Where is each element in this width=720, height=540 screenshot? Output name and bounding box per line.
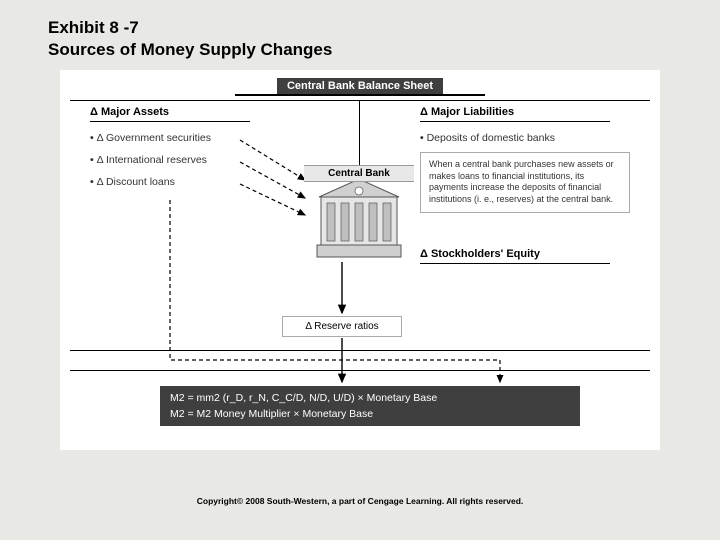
asset-item: Δ International reserves [90,154,290,166]
exhibit-title: Sources of Money Supply Changes [48,40,332,60]
balance-sheet-header-label: Central Bank Balance Sheet [277,78,443,94]
rule-top [70,100,650,101]
balance-sheet-header: Central Bank Balance Sheet [235,76,485,96]
copyright: Copyright© 2008 South-Western, a part of… [0,496,720,506]
explanatory-note: When a central bank purchases new assets… [420,152,630,213]
liabilities-list: Deposits of domestic banks [420,132,640,154]
exhibit-number: Exhibit 8 -7 [48,18,332,38]
central-bank-icon [309,175,409,260]
liabilities-column-header: Δ Major Liabilities [420,106,610,122]
center-divider [359,100,360,165]
rule-mid [70,350,650,351]
formula-box: M2 = mm2 (r_D, r_N, C_C/D, N/D, U/D) × M… [160,386,580,426]
central-bank-label: Central Bank [304,165,414,182]
diagram-canvas: Central Bank Balance Sheet Δ Major Asset… [60,70,660,450]
formula-line-1: M2 = mm2 (r_D, r_N, C_C/D, N/D, U/D) × M… [170,391,570,407]
assets-list: Δ Government securities Δ International … [90,132,290,198]
stockholders-equity-header: Δ Stockholders' Equity [420,248,610,264]
reserve-ratio-box: Δ Reserve ratios [282,316,402,337]
title-block: Exhibit 8 -7 Sources of Money Supply Cha… [48,18,332,60]
asset-item: Δ Discount loans [90,176,290,188]
formula-line-2: M2 = M2 Money Multiplier × Monetary Base [170,407,570,423]
rule-bot [70,370,650,371]
assets-column-header: Δ Major Assets [90,106,250,122]
liability-item: Deposits of domestic banks [420,132,640,144]
asset-item: Δ Government securities [90,132,290,144]
